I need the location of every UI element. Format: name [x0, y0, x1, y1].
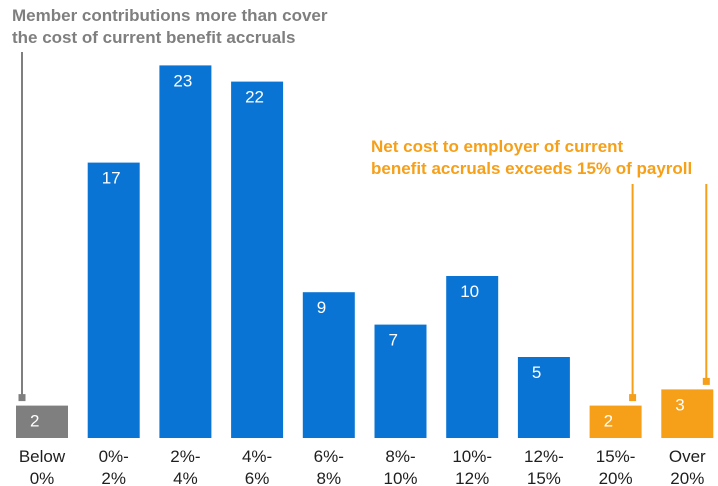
bar-value-label: 2: [30, 412, 39, 431]
bar-4pct-6pct: [231, 81, 284, 438]
x-tick-label-line: 10%-: [452, 447, 492, 466]
x-tick-label-line: 8%-: [385, 447, 415, 466]
x-tick-label-line: 6%: [245, 469, 270, 486]
x-tick-label-line: 12%: [455, 469, 489, 486]
x-tick-labels: Below 0%0%-2%2%-4%4%-6%6%-8%8%-10%10%-12%…: [19, 447, 706, 486]
bar-12pct-15pct: [517, 357, 570, 438]
bar-value-label: 7: [389, 331, 398, 350]
x-tick-label: 8%-10%: [383, 447, 417, 486]
x-tick-label-line: 12%-: [524, 447, 564, 466]
bar-value-label: 2: [604, 412, 613, 431]
bar-over-20pct: [661, 389, 714, 438]
bar-value-label: 9: [317, 298, 326, 317]
x-tick-label-line: 0%-: [99, 447, 129, 466]
bar-below-0pct: [16, 405, 68, 438]
bar-8pct-10pct: [374, 324, 427, 438]
x-tick-label-line: Over: [669, 447, 706, 466]
bar-value-label: 5: [532, 363, 541, 382]
annotation-line: Net cost to employer of current: [371, 137, 624, 156]
x-tick-label-line: 4%-: [242, 447, 272, 466]
x-tick-label-line: 0%: [30, 469, 55, 486]
annotation-member-contributions: Member contributions more than cover the…: [12, 5, 328, 49]
x-tick-label-line: 20%: [599, 469, 633, 486]
bar-value-label: 10: [460, 282, 479, 301]
bar-value-label: 3: [675, 395, 684, 414]
bar-2pct-4pct: [159, 65, 212, 439]
x-tick-label: 2%-4%: [170, 447, 200, 486]
bar-value-label: 22: [245, 88, 264, 107]
x-tick-label-line: 15%-: [596, 447, 636, 466]
x-tick-label: Over 20%: [669, 447, 706, 486]
bar-0pct-2pct: [87, 162, 140, 438]
bar-value-label: 23: [173, 71, 192, 90]
x-tick-label-line: 2%: [101, 469, 126, 486]
x-tick-label: 12%- 15%: [524, 447, 564, 486]
annotation-net-cost: Net cost to employer of current benefit …: [371, 136, 692, 180]
x-tick-label: 4%-6%: [242, 447, 272, 486]
x-tick-label: 15%- 20%: [596, 447, 636, 486]
x-tick-label: 10%- 12%: [452, 447, 492, 486]
x-tick-label-line: 8%: [317, 469, 342, 486]
annotation-connector-marker: [18, 394, 26, 402]
annotation-connector-marker: [629, 394, 637, 402]
x-tick-label-line: 10%: [383, 469, 417, 486]
bar-15pct-20pct: [589, 405, 642, 438]
x-tick-label-line: 4%: [173, 469, 198, 486]
bar-6pct-8pct: [302, 292, 355, 438]
annotation-connector-marker: [702, 377, 710, 385]
annotation-connectors: [18, 52, 710, 402]
x-tick-label-line: 2%-: [170, 447, 200, 466]
x-tick-label-line: 15%: [527, 469, 561, 486]
annotation-line: benefit accruals exceeds 15% of payroll: [371, 159, 693, 178]
annotation-line: the cost of current benefit accruals: [12, 28, 296, 47]
annotation-line: Member contributions more than cover: [12, 6, 328, 25]
x-tick-label-line: 6%-: [314, 447, 344, 466]
bar-value-label: 17: [102, 169, 121, 188]
x-tick-label: 6%-8%: [314, 447, 344, 486]
bar-10pct-12pct: [446, 276, 499, 438]
x-tick-label: Below 0%: [19, 447, 66, 486]
x-tick-label-line: 20%: [670, 469, 704, 486]
x-tick-label-line: Below: [19, 447, 66, 466]
x-tick-label: 0%-2%: [99, 447, 129, 486]
